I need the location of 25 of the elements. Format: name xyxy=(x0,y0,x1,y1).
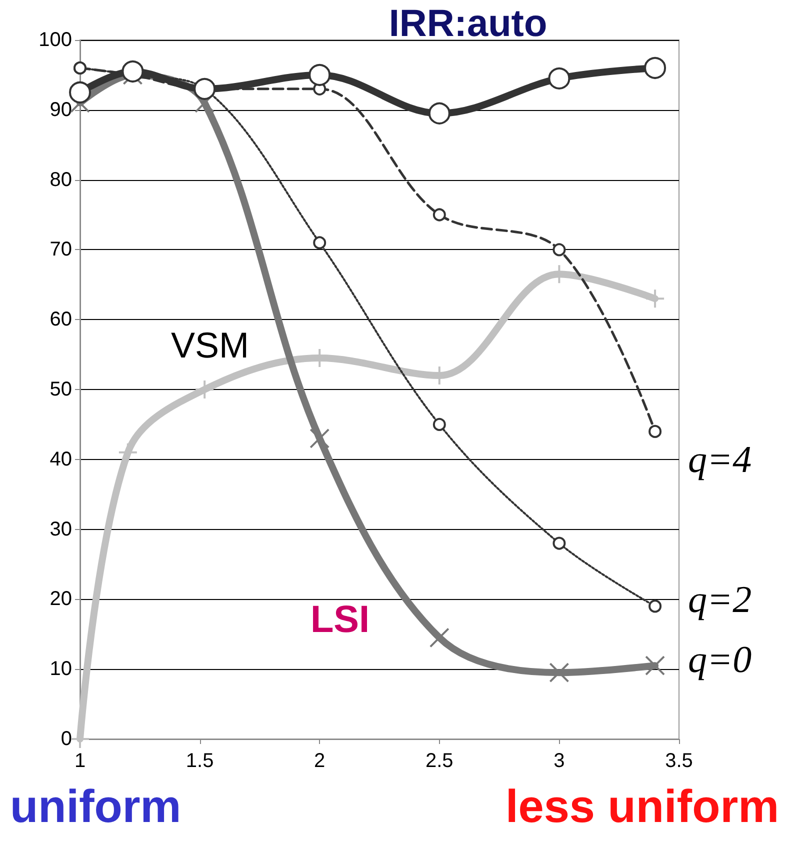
y-tick-label: 100 xyxy=(38,29,72,51)
x-tick-label: 3 xyxy=(554,750,565,772)
text: uniform xyxy=(10,780,182,832)
y-tick-label: 90 xyxy=(50,98,72,121)
x-tick-label: 3.5 xyxy=(665,750,693,772)
y-tick-label: 0 xyxy=(60,728,72,750)
series-label: q=2 xyxy=(688,579,752,621)
y-tick-label: 10 xyxy=(50,658,72,680)
x-tick-label: 2 xyxy=(314,750,326,772)
x-tick-label: 2.5 xyxy=(425,750,454,772)
y-tick-label: 30 xyxy=(50,518,72,540)
y-tick-label: 50 xyxy=(50,378,72,400)
x-tick-label: 1 xyxy=(74,750,86,772)
series-label: LSI xyxy=(310,599,370,641)
y-tick-label: 70 xyxy=(50,238,72,261)
text: less uniform xyxy=(505,780,779,832)
x-tick-label: 1.5 xyxy=(186,750,214,772)
y-tick-label: 80 xyxy=(50,168,72,191)
series-label: q=4 xyxy=(688,439,752,481)
y-tick-label: 40 xyxy=(50,448,72,470)
y-tick-label: 60 xyxy=(50,308,72,331)
series-label: VSM xyxy=(170,324,250,366)
series-label: IRR:auto xyxy=(388,3,548,45)
text: q=0 xyxy=(688,639,752,681)
y-tick-label: 20 xyxy=(50,588,72,610)
